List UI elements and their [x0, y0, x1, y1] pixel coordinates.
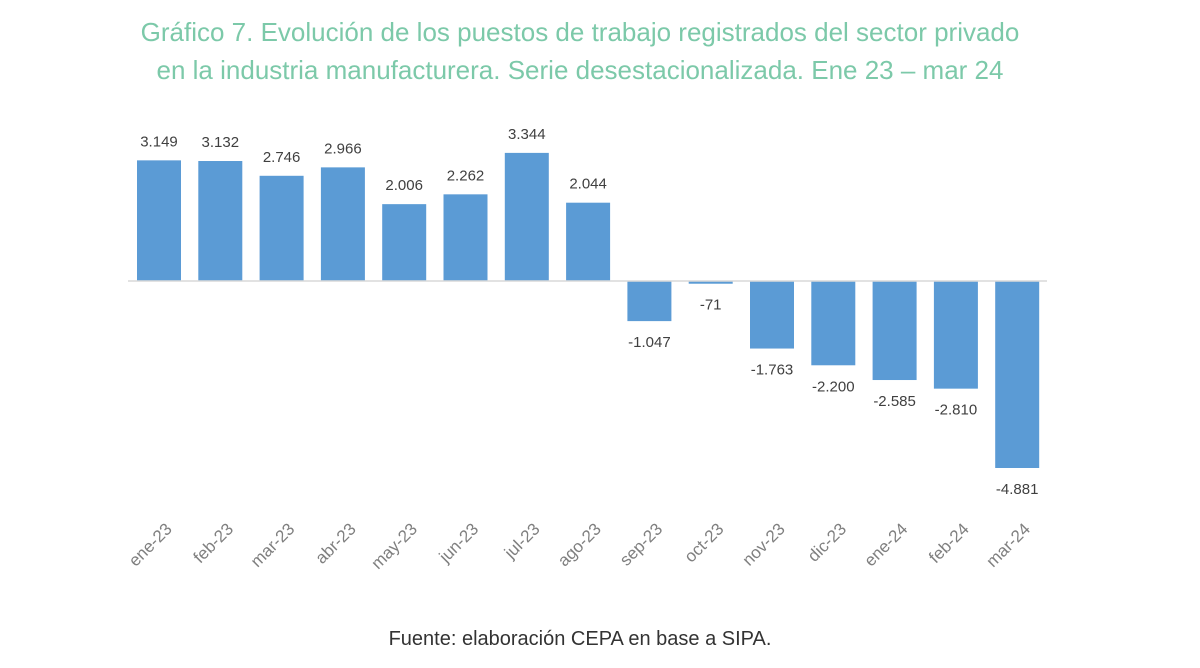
data-label-ago-23: 2.044: [569, 176, 607, 193]
data-label-oct-23: -71: [700, 297, 722, 314]
chart-title-line-2: en la industria manufacturera. Serie des…: [156, 55, 1004, 85]
x-tick-label-abr-23: abr-23: [312, 519, 360, 567]
x-tick-label-ene-24: ene-24: [861, 519, 912, 570]
data-label-sep-23: -1.047: [628, 334, 671, 351]
x-tick-label-jun-23: jun-23: [435, 519, 483, 567]
data-label-feb-23: 3.132: [202, 134, 240, 151]
x-tick-label-feb-24: feb-24: [925, 519, 973, 567]
x-tick-label-ene-23: ene-23: [125, 519, 176, 570]
data-label-jun-23: 2.262: [447, 167, 485, 184]
data-label-feb-24: -2.810: [935, 402, 978, 419]
bar-ene-23: [137, 160, 181, 281]
bar-feb-24: [933, 281, 978, 389]
data-label-dic-23: -2.200: [812, 378, 855, 395]
bar-jul-23: [504, 152, 549, 281]
bar-oct-23: [688, 281, 733, 284]
data-label-nov-23: -1.763: [751, 362, 794, 379]
bar-nov-23: [750, 281, 794, 349]
x-tick-label-ago-23: ago-23: [554, 519, 605, 570]
data-label-abr-23: 2.966: [324, 140, 362, 157]
bar-ene-24: [872, 281, 917, 381]
data-label-mar-23: 2.746: [263, 149, 301, 166]
x-tick-label-may-23: may-23: [368, 519, 422, 573]
x-tick-label-jul-23: jul-23: [500, 519, 544, 563]
bar-sep-23: [627, 281, 672, 322]
x-tick-label-sep-23: sep-23: [616, 519, 666, 569]
x-tick-label-oct-23: oct-23: [681, 519, 728, 566]
chart-source: Fuente: elaboración CEPA en base a SIPA.: [388, 628, 772, 650]
bar-abr-23: [320, 167, 365, 281]
data-label-mar-24: -4.881: [996, 481, 1039, 498]
bar-mar-23: [259, 175, 304, 281]
x-tick-label-mar-24: mar-24: [983, 519, 1035, 571]
bar-ago-23: [566, 202, 611, 281]
data-label-may-23: 2.006: [385, 177, 423, 194]
data-label-jul-23: 3.344: [508, 126, 546, 143]
data-label-ene-24: -2.585: [873, 393, 916, 410]
bar-mar-24: [995, 281, 1040, 468]
bar-may-23: [382, 204, 427, 281]
x-tick-label-feb-23: feb-23: [190, 519, 238, 567]
bar-dic-23: [811, 281, 856, 366]
bar-jun-23: [443, 194, 488, 281]
x-tick-label-dic-23: dic-23: [804, 519, 850, 565]
chart-title-line-1: Gráfico 7. Evolución de los puestos de t…: [140, 17, 1020, 47]
x-tick-label-mar-23: mar-23: [247, 519, 299, 571]
bar-feb-23: [198, 161, 243, 281]
data-label-ene-23: 3.149: [140, 133, 178, 150]
x-tick-label-nov-23: nov-23: [739, 519, 789, 569]
